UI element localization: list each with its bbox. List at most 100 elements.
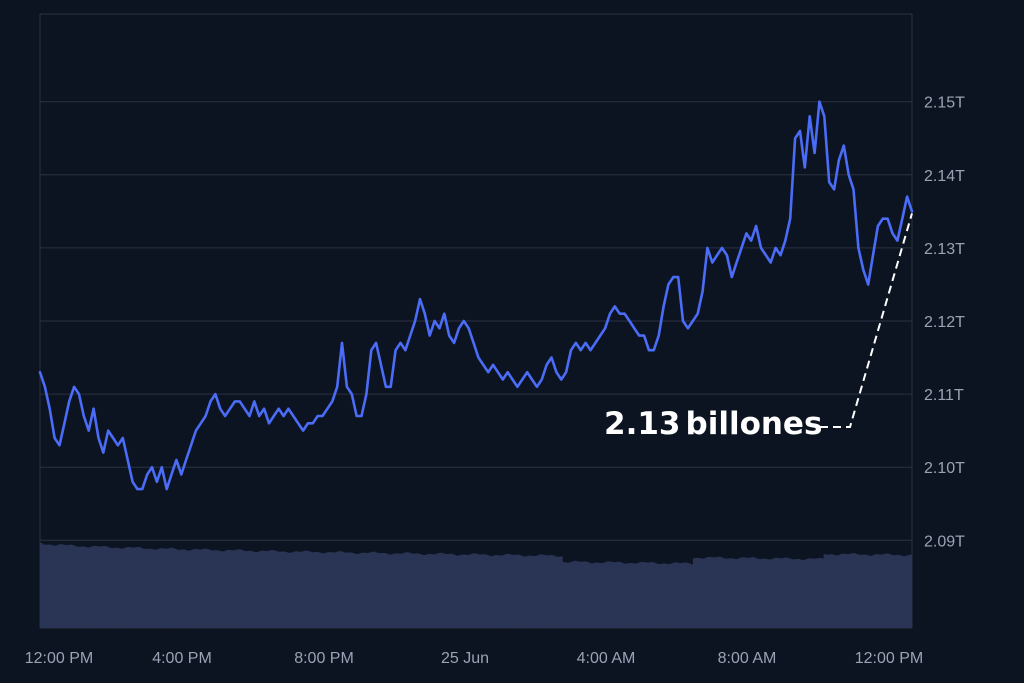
volume-bar — [148, 548, 151, 628]
volume-bar — [339, 551, 342, 628]
volume-bar — [447, 554, 451, 628]
volume-bar — [853, 553, 857, 628]
volume-bar — [455, 555, 459, 628]
volume-bar — [582, 561, 585, 628]
volume-bar — [257, 551, 260, 628]
volume-bar — [672, 562, 676, 628]
volume-bar — [484, 554, 487, 628]
volume-bar — [263, 550, 266, 628]
volume-bar — [198, 549, 202, 628]
volume-bar — [214, 550, 218, 628]
volume-bar — [566, 562, 569, 628]
volume-bar — [465, 554, 469, 628]
y-axis-ticks: 2.09T 2.10T 2.11T 2.12T 2.13T 2.14T 2.15T — [924, 95, 965, 551]
volume-bar — [703, 558, 706, 628]
volume-bar — [395, 553, 398, 628]
volume-bar — [471, 553, 475, 628]
volume-bar — [711, 557, 714, 628]
volume-bar — [421, 555, 425, 628]
volume-bar — [542, 554, 545, 628]
volume-bar — [881, 554, 885, 628]
volume-bar — [92, 546, 95, 628]
volume-bar — [343, 552, 346, 628]
volume-bar — [210, 550, 214, 628]
volume-bar — [407, 552, 410, 628]
volume-bar — [431, 554, 435, 628]
volume-bar — [765, 559, 768, 628]
volume-bar — [690, 564, 694, 628]
volume-bar — [238, 549, 242, 628]
volume-bar — [309, 551, 312, 628]
volume-bar — [476, 553, 479, 628]
volume-bar — [578, 561, 581, 628]
volume-bar — [863, 554, 867, 628]
volume-bar — [212, 550, 216, 628]
volume-bar — [809, 558, 812, 628]
volume-bar — [327, 552, 330, 628]
volume-bar — [88, 547, 91, 628]
volume-bar — [50, 544, 53, 628]
volume-bar — [674, 562, 678, 628]
volume-bar — [248, 550, 252, 628]
volume-bar — [791, 559, 794, 628]
volume-bar — [234, 549, 238, 628]
volume-bar — [246, 551, 250, 628]
volume-bar — [793, 559, 796, 628]
volume-bar — [779, 558, 782, 628]
volume-bar — [429, 554, 433, 628]
volume-bar — [182, 549, 185, 628]
volume-bar — [646, 562, 650, 628]
volume-bar — [552, 555, 555, 628]
volume-bar — [244, 551, 248, 628]
volume-bar — [78, 546, 81, 628]
volume-bar — [676, 562, 680, 628]
volume-bar — [715, 557, 718, 628]
volume-bar — [560, 556, 563, 628]
volume-bar — [180, 549, 183, 628]
volume-bar — [363, 552, 366, 628]
volume-bar — [172, 548, 175, 628]
volume-bar — [598, 562, 601, 628]
volume-bar — [82, 546, 85, 628]
volume-bar — [803, 559, 806, 628]
volume-bar — [572, 561, 575, 628]
volume-bar — [269, 550, 272, 628]
volume-bar — [319, 552, 322, 628]
volume-bar — [514, 554, 517, 628]
volume-bar — [562, 562, 565, 628]
volume-bar — [110, 548, 113, 628]
volume-bar — [68, 544, 71, 628]
volume-bar — [512, 555, 515, 628]
value-annotation: 2.13 billones — [604, 213, 913, 442]
volume-bar — [174, 549, 177, 628]
volume-bar — [399, 553, 402, 628]
volume-bar — [478, 554, 481, 628]
annotation-number: 2.13 — [604, 406, 681, 442]
volume-bar — [100, 546, 103, 628]
volume-bar — [457, 555, 461, 628]
volume-bar — [144, 549, 147, 628]
volume-bar — [349, 552, 352, 628]
volume-bar — [367, 552, 370, 628]
volume-bar — [435, 553, 439, 628]
volume-bar — [887, 553, 891, 628]
volume-bar — [727, 558, 730, 628]
volume-bar — [317, 552, 320, 628]
volume-bar — [64, 545, 67, 628]
volume-bar — [518, 554, 521, 628]
volume-bar — [568, 562, 571, 628]
volume-bar — [819, 557, 822, 628]
volume-bar — [743, 557, 746, 628]
x-tick-label: 12:00 PM — [25, 650, 93, 667]
volume-bar — [546, 555, 549, 628]
volume-bar — [291, 552, 294, 628]
volume-bar — [656, 563, 660, 628]
volume-bar — [158, 548, 161, 628]
volume-bar — [899, 555, 903, 628]
volume-bar — [226, 549, 230, 628]
volume-bar — [833, 555, 836, 628]
volume-bar — [196, 549, 200, 628]
volume-bar — [104, 546, 107, 628]
volume-bar — [688, 563, 692, 628]
volume-bar — [176, 549, 179, 628]
